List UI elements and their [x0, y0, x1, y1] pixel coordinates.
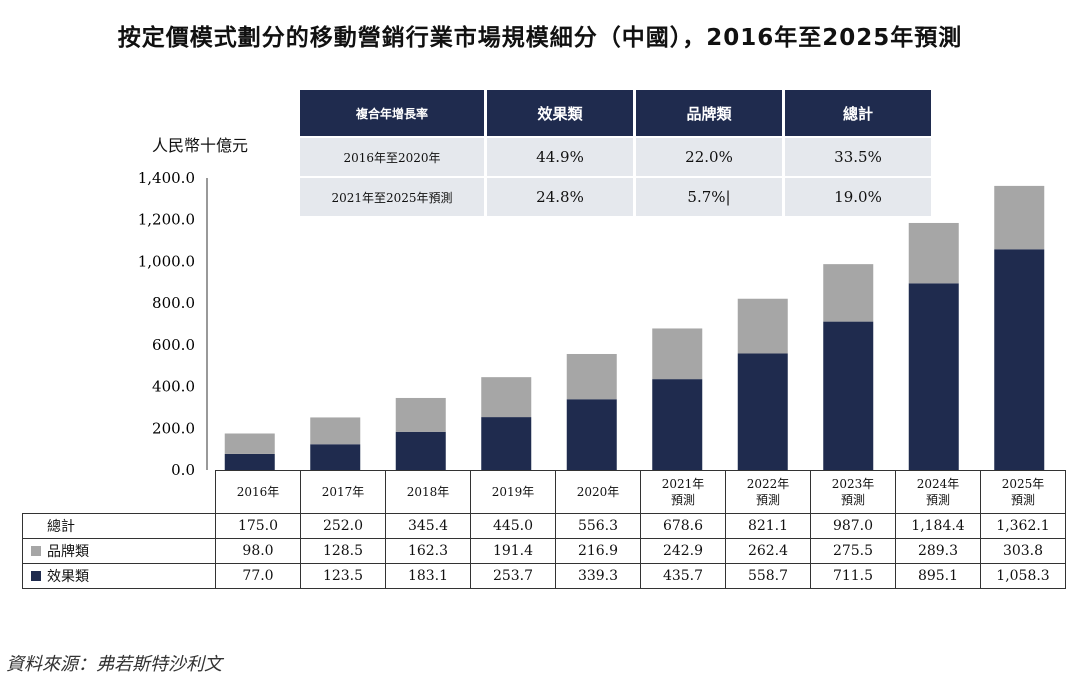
total-value: 1,362.1: [980, 513, 1066, 539]
series-value: 303.8: [980, 538, 1066, 564]
bar-performance: [310, 444, 361, 470]
x-tick-label: 2018年: [385, 470, 471, 514]
data-table: 2016年 2017年 2018年 2019年 2020年 2021年 預測 2022年 預測 2…: [22, 470, 1066, 589]
cagr-value: 24.8%: [487, 178, 633, 216]
source-note: 資料來源：弗若斯特沙利文: [6, 654, 222, 675]
total-value: 252.0: [300, 513, 386, 539]
cagr-header-cell: 總計: [785, 90, 931, 136]
x-tick-label: 2025年 預測: [980, 470, 1066, 514]
cagr-header-cell: 複合年增長率: [300, 90, 484, 136]
series-value: 289.3: [895, 538, 981, 564]
cagr-table: 複合年增長率 效果類 品牌類 總計 2016年至2020年 44.9% 22.0% 33.5%…: [297, 88, 934, 218]
series-value: 216.9: [555, 538, 641, 564]
series-row: 品牌類 98.0 128.5 162.3 191.4 216.9 242.9 262.4 275…: [22, 538, 1066, 564]
series-value: 183.1: [385, 563, 471, 589]
cagr-period: 2021年至2025年預測: [300, 178, 484, 216]
chart-title: 按定價模式劃分的移動營銷行業市場規模細分（中國），2016年至2025年預測: [117, 25, 963, 51]
bar-performance: [395, 431, 446, 470]
legend-swatch: [31, 571, 41, 581]
x-tick-label: 2016年: [215, 470, 301, 514]
bar-performance: [994, 249, 1045, 470]
legend-label: 品牌類: [47, 544, 89, 560]
y-tick-label: 800.0: [152, 294, 195, 312]
series-value: 77.0: [215, 563, 301, 589]
y-tick-label: 600.0: [152, 336, 195, 354]
x-tick-label: 2020年: [555, 470, 641, 514]
bar-brand: [823, 264, 874, 322]
series-value: 253.7: [470, 563, 556, 589]
bar-brand: [395, 397, 446, 432]
x-tick-label: 2019年: [470, 470, 556, 514]
series-value: 242.9: [640, 538, 726, 564]
year-row: 2016年 2017年 2018年 2019年 2020年 2021年 預測 2022年 預測 2…: [22, 470, 1066, 514]
series-value: 191.4: [470, 538, 556, 564]
cagr-period: 2016年至2020年: [300, 138, 484, 176]
total-value: 445.0: [470, 513, 556, 539]
x-tick-label: 2021年 預測: [640, 470, 726, 514]
series-value: 895.1: [895, 563, 981, 589]
y-tick-label: 1,400.0: [138, 169, 195, 187]
bar-brand: [737, 298, 788, 354]
bar-brand: [224, 433, 275, 454]
y-tick-label: 1,000.0: [138, 252, 195, 270]
bar-brand: [310, 417, 361, 445]
total-value: 678.6: [640, 513, 726, 539]
y-tick-label: 1,200.0: [138, 211, 195, 229]
series-row: 效果類 77.0 123.5 183.1 253.7 339.3 435.7 558.7 711…: [22, 563, 1066, 589]
cagr-header-row: 複合年增長率 效果類 品牌類 總計: [300, 90, 931, 136]
total-row: 總計 175.0 252.0 345.4 445.0 556.3 678.6 821.1 987…: [22, 513, 1066, 539]
series-value: 98.0: [215, 538, 301, 564]
total-value: 345.4: [385, 513, 471, 539]
x-tick-label: 2022年 預測: [725, 470, 811, 514]
series-value: 275.5: [810, 538, 896, 564]
cagr-row: 2016年至2020年 44.9% 22.0% 33.5%: [300, 138, 931, 176]
bar-brand: [652, 328, 703, 380]
bar-performance: [737, 353, 788, 470]
bar-performance: [652, 379, 703, 470]
bar-brand: [566, 353, 617, 400]
series-value: 711.5: [810, 563, 896, 589]
y-tick-label: 200.0: [152, 419, 195, 437]
series-value: 339.3: [555, 563, 641, 589]
series-value: 1,058.3: [980, 563, 1066, 589]
cagr-value: 44.9%: [487, 138, 633, 176]
cagr-value: 22.0%: [636, 138, 782, 176]
total-value: 987.0: [810, 513, 896, 539]
cagr-value: 19.0%: [785, 178, 931, 216]
y-tick-label: 400.0: [152, 378, 195, 396]
cagr-value: 5.7%|: [636, 178, 782, 216]
bar-performance: [823, 321, 874, 470]
cagr-header-cell: 效果類: [487, 90, 633, 136]
total-value: 821.1: [725, 513, 811, 539]
series-value: 435.7: [640, 563, 726, 589]
series-value: 262.4: [725, 538, 811, 564]
x-tick-label: 2023年 預測: [810, 470, 896, 514]
total-value: 556.3: [555, 513, 641, 539]
bar-brand: [994, 185, 1045, 250]
y-axis-unit: 人民幣十億元: [152, 136, 249, 155]
cagr-value: 33.5%: [785, 138, 931, 176]
bar-performance: [566, 399, 617, 470]
bar-performance: [224, 453, 275, 470]
x-tick-label: 2024年 預測: [895, 470, 981, 514]
legend-label: 效果類: [47, 569, 89, 585]
bar-brand: [908, 222, 959, 284]
bar-performance: [481, 417, 532, 470]
series-value: 162.3: [385, 538, 471, 564]
total-value: 175.0: [215, 513, 301, 539]
series-value: 558.7: [725, 563, 811, 589]
legend-total: 總計: [47, 519, 75, 535]
series-value: 128.5: [300, 538, 386, 564]
cagr-row: 2021年至2025年預測 24.8% 5.7%| 19.0%: [300, 178, 931, 216]
cagr-header-cell: 品牌類: [636, 90, 782, 136]
total-value: 1,184.4: [895, 513, 981, 539]
bar-performance: [908, 283, 959, 470]
series-value: 123.5: [300, 563, 386, 589]
bar-brand: [481, 377, 532, 418]
legend-swatch: [31, 546, 41, 556]
x-tick-label: 2017年: [300, 470, 386, 514]
